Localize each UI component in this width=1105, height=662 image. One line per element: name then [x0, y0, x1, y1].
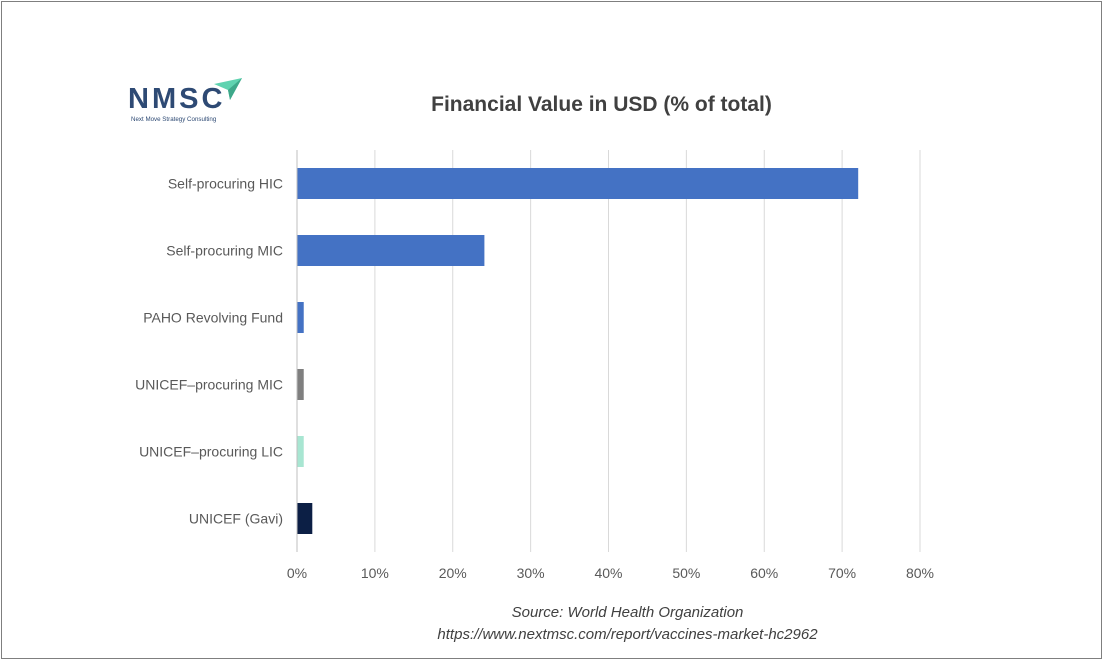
bars — [297, 168, 859, 534]
bar-3 — [297, 369, 304, 400]
chart-title: Financial Value in USD (% of total) — [431, 93, 772, 116]
bar-5 — [297, 503, 313, 534]
x-tick-label: 30% — [517, 565, 545, 581]
x-tick-label: 20% — [439, 565, 467, 581]
x-tick-label: 50% — [672, 565, 700, 581]
category-label: UNICEF–procuring LIC — [139, 444, 283, 460]
bar-4 — [297, 436, 304, 467]
x-tick-label: 60% — [750, 565, 778, 581]
category-label: Self-procuring MIC — [166, 243, 283, 259]
category-label: Self-procuring HIC — [168, 176, 283, 192]
x-tick-label: 70% — [828, 565, 856, 581]
category-label: UNICEF–procuring MIC — [135, 377, 283, 393]
category-labels: Self-procuring HIC Self-procuring MIC PAHO… — [135, 176, 283, 527]
logo-arrow-icon — [214, 78, 242, 100]
chart-title-row: Financial Value in USD (% of total) — [0, 93, 1105, 117]
x-tick-label: 10% — [361, 565, 389, 581]
gridlines — [296, 150, 921, 552]
bar-1 — [297, 235, 485, 266]
x-tick-label: 0% — [287, 565, 307, 581]
x-tick-labels: 0% 10% 20% 30% 40% 50% 60% 70% 80% — [287, 565, 934, 581]
nmsc-logo: NMSC Next Move Strategy Consulting — [128, 78, 248, 128]
bar-2 — [297, 302, 304, 333]
logo-letters: NMSC — [128, 83, 226, 115]
category-label: UNICEF (Gavi) — [189, 511, 283, 527]
source-url[interactable]: https://www.nextmsc.com/report/vaccines-… — [437, 626, 818, 643]
logo-tagline: Next Move Strategy Consulting — [131, 116, 217, 123]
category-label: PAHO Revolving Fund — [143, 310, 283, 326]
bar-0 — [297, 168, 859, 199]
source-line: Source: World Health Organization — [511, 604, 744, 621]
x-tick-label: 40% — [594, 565, 622, 581]
x-tick-label: 80% — [906, 565, 934, 581]
